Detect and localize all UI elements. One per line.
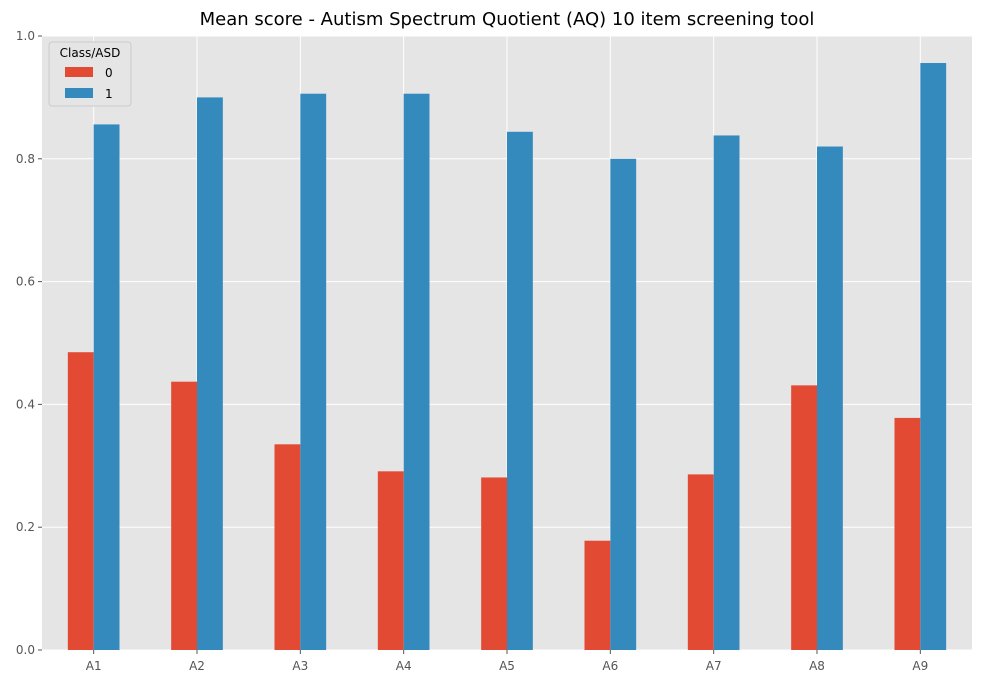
x-tick-label: A4: [396, 659, 412, 673]
legend-items: 01: [65, 66, 113, 101]
x-tick-label: A2: [189, 659, 205, 673]
x-tick-label: A3: [292, 659, 308, 673]
chart-title: Mean score - Autism Spectrum Quotient (A…: [200, 9, 815, 30]
bar-a2-class-1: [197, 97, 223, 650]
bar-a5-class-0: [481, 477, 507, 650]
bar-a2-class-0: [171, 381, 197, 650]
bar-a8-class-1: [817, 146, 843, 650]
legend: Class/ASD 01: [48, 41, 132, 107]
bars: [67, 63, 947, 651]
bar-a5-class-1: [507, 131, 533, 650]
legend-swatch-0: [65, 67, 93, 77]
legend-label-1: 1: [105, 87, 113, 101]
y-axis: 0.0 0.2 0.4 0.6 0.8 1.0: [16, 29, 42, 657]
y-tick-label: 0.4: [16, 397, 35, 411]
bar-a9-class-1: [920, 63, 947, 651]
bar-a6-class-0: [584, 540, 611, 650]
legend-label-0: 0: [105, 66, 113, 80]
bar-a1-class-0: [67, 352, 94, 650]
bar-a7-class-1: [713, 135, 740, 650]
x-tick-label: A1: [86, 659, 102, 673]
y-tick-label: 1.0: [16, 29, 35, 43]
x-tick-label: A8: [809, 659, 825, 673]
x-axis: A1 A2 A3 A4 A5 A6 A7 A8 A9: [86, 650, 928, 673]
bar-a7-class-0: [687, 474, 714, 650]
y-tick-label: 0.6: [16, 275, 35, 289]
legend-swatch-1: [65, 88, 93, 98]
x-tick-label: A6: [602, 659, 618, 673]
legend-title: Class/ASD: [60, 46, 121, 60]
y-tick-label: 0.2: [16, 520, 35, 534]
bar-a1-class-1: [93, 124, 120, 650]
x-tick-label: A5: [499, 659, 515, 673]
y-tick-label: 0.0: [16, 643, 35, 657]
x-tick-label: A9: [912, 659, 928, 673]
x-tick-label: A7: [706, 659, 722, 673]
bar-a9-class-0: [894, 417, 921, 650]
bar-a3-class-0: [274, 444, 301, 650]
bar-a4-class-0: [377, 471, 404, 650]
bar-a6-class-1: [610, 158, 637, 651]
bar-a3-class-1: [300, 93, 327, 650]
bar-a8-class-0: [791, 385, 817, 650]
bar-a4-class-1: [403, 93, 430, 650]
y-tick-label: 0.8: [16, 152, 35, 166]
